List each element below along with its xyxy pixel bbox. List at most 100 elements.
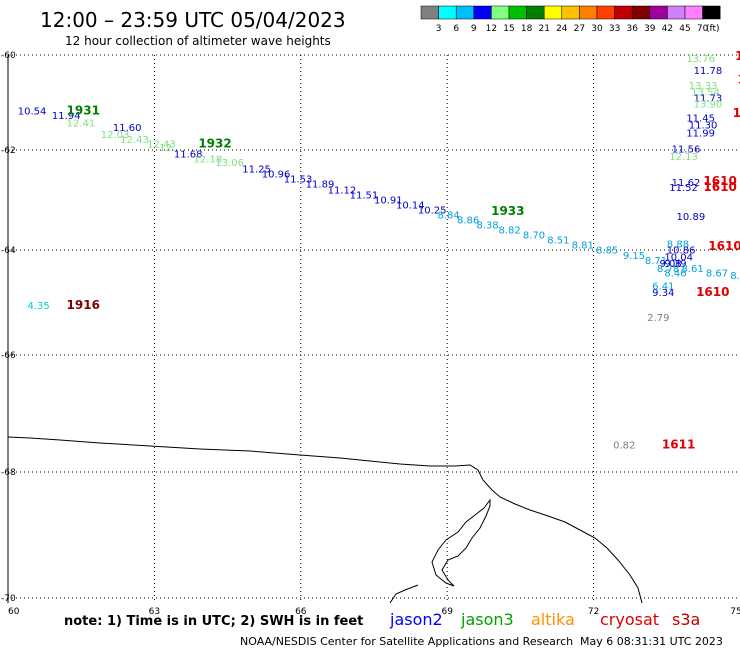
swh-value-label: 12.03 [101,130,130,141]
lon-tick-label: 69 [441,607,453,617]
pass-time-label: 1931 [67,103,100,117]
lon-tick-label: 75 [730,607,740,617]
lon-tick-label: 63 [149,607,160,617]
mission-altika-label: altika [531,610,575,629]
colorbar-swatch [543,5,563,20]
colorbar-swatch [491,5,510,20]
swh-value-label: 8.85 [596,246,618,257]
pass-time-label: 160 [735,49,740,63]
coast-fragment [389,584,419,604]
colorbar-swatch [649,5,668,20]
swh-value-label: 11.89 [306,180,335,191]
lon-tick-label: 66 [295,607,307,617]
pass-time-label: 1609 [733,106,740,120]
colorbar-swatch [702,5,721,20]
lat-tick-label: -62 [1,146,16,156]
swh-value-label: 10.04 [664,253,693,264]
swh-value-label: 12.13 [669,152,698,163]
swh-value-label: 8.84 [437,211,459,222]
swh-value-label: 11.56 [672,145,701,156]
colorbar-tick-label: 39 [644,24,656,34]
swh-value-label: 9.39 [664,259,686,270]
colorbar-swatch [438,5,457,20]
swh-value-label: 8.71 [645,256,667,267]
swh-value-label: 10.25 [418,206,447,217]
colorbar-swatch [473,5,492,20]
colorbar-tick-label: 18 [521,24,533,34]
swh-value-label: 9.08 [659,259,681,270]
lat-tick-label: -68 [1,468,16,478]
pass-time-label: 1610 [703,180,736,194]
swh-value-label: 0.82 [613,441,635,452]
swh-value-label: 8.78 [657,264,679,275]
colorbar-tick-label: 6 [453,24,459,34]
swh-value-label: 11.30 [689,121,718,132]
swh-value-label: 13.06 [215,158,244,169]
lat-tick-label: -60 [1,51,16,61]
colorbar-swatch [508,5,527,20]
swh-value-label: 11.62 [672,178,701,189]
swh-value-label: 8.51 [547,236,569,247]
swh-value-label: 11.78 [694,66,723,77]
swh-value-label: 10.86 [667,246,696,257]
swh-value-label: 8.81 [572,241,594,252]
swh-value-label: 10.14 [396,201,425,212]
footer-credit: NOAA/NESDIS Center for Satellite Applica… [240,635,573,648]
swh-value-label: 11.99 [686,129,715,140]
swh-value-label: 11.45 [686,114,715,125]
colorbar-swatch [596,5,615,20]
swh-value-label: 8.61 [681,264,703,275]
swh-value-label: 8.67 [706,268,728,279]
lat-tick-label: -70 [1,594,16,604]
swh-value-label: 13.76 [686,54,715,65]
colorbar-swatch [667,5,686,20]
colorbar-tick-label: 33 [609,24,620,34]
swh-value-label: 11.25 [242,165,271,176]
colorbar-swatch [684,5,703,20]
swh-value-label: 11.60 [113,123,142,134]
colorbar-tick-label: 15 [503,24,514,34]
swh-value-label: 11.68 [174,150,203,161]
swh-value-label: 8.88 [667,240,689,251]
mission-jason3-label: jason3 [460,610,514,629]
swh-value-label: 6.41 [652,281,674,292]
lon-tick-label: 60 [8,607,20,617]
colorbar-tick-label: 70 [697,24,709,34]
colorbar-unit: (ft) [706,24,720,34]
pass-time-label: 1611 [662,438,695,452]
swh-value-label: 8.46 [664,268,686,279]
colorbar-tick-label: 36 [626,24,638,34]
colorbar-tick-label: 27 [574,24,585,34]
swh-value-label: 8.82 [498,226,520,237]
swh-value-label: 12.43 [120,135,149,146]
colorbar-swatch [631,5,651,20]
swh-value-label: 12.18 [193,155,222,166]
colorbar-swatch [420,5,439,20]
colorbar-tick-label: 3 [436,24,442,34]
footer-timestamp: May 6 08:31:31 UTC 2023 [580,635,723,648]
pass-time-label: 1932 [198,137,231,151]
colorbar-swatch [579,5,598,20]
swh-value-label: 10.54 [18,106,47,117]
swh-value-label: 11.52 [669,183,698,194]
swh-value-label: 13.90 [694,99,723,110]
swh-value-label: 4.35 [28,301,50,312]
swh-value-label: 11.51 [350,191,379,202]
pass-time-label: 1609 [738,73,740,87]
colorbar-swatch [526,5,545,20]
ice-shelf-outline [431,498,491,587]
pass-time-label: 1610 [708,239,740,253]
time-labels: 1931193219331916160160916091610161016101… [67,49,740,452]
mission-jason2-label: jason2 [389,610,443,629]
swh-value-label: 11.12 [328,186,357,197]
swh-value-label: 13.33 [689,81,718,92]
colorbar-swatch [561,5,580,20]
colorbar-tick-label: 45 [679,24,690,34]
pass-time-label: 1916 [67,298,100,312]
mission-cryosat-label: cryosat [600,610,659,629]
swh-value-label: 9.34 [652,288,674,299]
swh-value-label: 13.54 [691,87,720,98]
colorbar-legend: 3 6 9 12 15 18 21 24 27 30 33 36 39 42 45 70 [420,5,721,34]
